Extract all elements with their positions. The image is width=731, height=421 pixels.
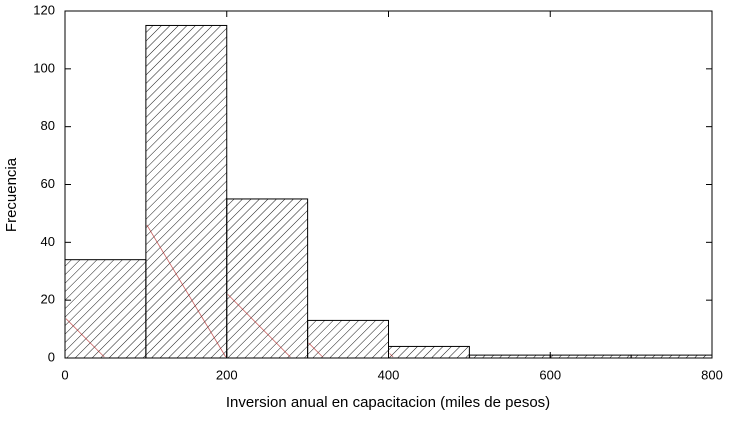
- bar: [226, 198, 309, 359]
- x-axis-label: Inversion anual en capacitacion (miles d…: [226, 394, 550, 411]
- y-tick-label: 60: [41, 176, 55, 191]
- bar-hatch-accent: [146, 224, 227, 358]
- y-tick-label: 100: [33, 60, 55, 75]
- y-tick-label: 0: [48, 349, 55, 364]
- bar: [307, 319, 389, 359]
- bar-group: [388, 345, 470, 359]
- bar-group: [64, 259, 147, 359]
- y-tick-label: 80: [41, 118, 55, 133]
- x-tick-label: 400: [378, 367, 400, 382]
- bar-hatch-accent: [65, 318, 105, 358]
- bar-hatch-accent: [389, 353, 394, 358]
- y-tick-label: 20: [41, 292, 55, 307]
- x-tick-label: 800: [701, 367, 723, 382]
- bar-group: [307, 319, 389, 359]
- bar-group: [145, 24, 228, 359]
- bar-group: [226, 198, 309, 359]
- bar-hatch-accent: [227, 294, 291, 358]
- bar: [388, 345, 470, 359]
- bar-hatch-accent: [308, 342, 323, 358]
- y-tick-label: 40: [41, 234, 55, 249]
- y-axis-label: Frecuencia: [3, 157, 20, 232]
- x-tick-label: 600: [539, 367, 561, 382]
- x-tick-label: 0: [61, 367, 68, 382]
- x-tick-label: 200: [216, 367, 238, 382]
- bar: [64, 259, 147, 359]
- bar: [145, 24, 228, 359]
- y-tick-label: 120: [33, 2, 55, 17]
